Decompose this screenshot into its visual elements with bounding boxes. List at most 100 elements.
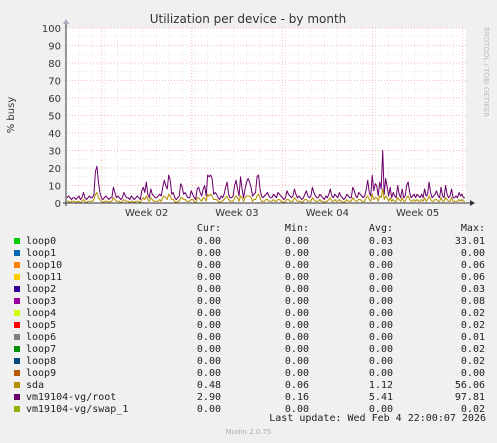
legend-row: loop3 0.00 0.00 0.00 0.08 <box>0 295 497 308</box>
legend-name: loop7 <box>26 344 57 355</box>
legend-avg: 0.00 <box>368 368 393 379</box>
legend-row: vm19104-vg/root 2.90 0.16 5.41 97.81 <box>0 391 497 404</box>
legend-cur: 0.00 <box>196 248 221 259</box>
legend-min: 0.00 <box>284 368 309 379</box>
legend-name: loop10 <box>26 260 63 271</box>
legend-min: 0.00 <box>284 284 309 295</box>
legend-swatch <box>14 238 20 244</box>
legend-cur: 0.00 <box>196 332 221 343</box>
legend-max: 0.02 <box>460 404 485 415</box>
legend-name: loop0 <box>26 236 57 247</box>
legend-row: loop5 0.00 0.00 0.00 0.02 <box>0 319 497 332</box>
y-tick-label: 100 <box>42 24 61 35</box>
legend-cur: 0.48 <box>196 380 221 391</box>
legend-row: loop9 0.00 0.00 0.00 0.00 <box>0 367 497 380</box>
legend-min: 0.00 <box>284 248 309 259</box>
legend-avg: 0.00 <box>368 284 393 295</box>
legend-name: loop2 <box>26 284 57 295</box>
legend-cur: 0.00 <box>196 260 221 271</box>
legend-min: 0.00 <box>284 308 309 319</box>
legend-min: 0.06 <box>284 380 309 391</box>
legend-min: 0.16 <box>284 392 309 403</box>
last-update: Last update: Wed Feb 4 22:00:07 2026 <box>269 413 486 424</box>
legend-swatch <box>14 358 20 364</box>
legend-max: 0.02 <box>460 308 485 319</box>
y-tick-label: 30 <box>48 147 61 158</box>
legend-swatch <box>14 286 20 292</box>
legend-name: vm19104-vg/swap_1 <box>26 404 129 415</box>
x-tick-label: Week 03 <box>215 208 258 219</box>
col-max-header: Max: <box>460 223 485 234</box>
legend-row: loop2 0.00 0.00 0.00 0.03 <box>0 283 497 296</box>
legend-avg: 0.00 <box>368 332 393 343</box>
legend-max: 0.01 <box>460 332 485 343</box>
legend-max: 0.00 <box>460 248 485 259</box>
legend-row: loop8 0.00 0.00 0.00 0.02 <box>0 355 497 368</box>
legend-cur: 0.00 <box>196 284 221 295</box>
legend-row: loop4 0.00 0.00 0.00 0.02 <box>0 307 497 320</box>
legend-swatch <box>14 382 20 388</box>
legend-max: 97.81 <box>454 392 485 403</box>
legend-max: 33.01 <box>454 236 485 247</box>
legend-avg: 0.00 <box>368 308 393 319</box>
munin-version: Munin 2.0.75 <box>225 428 272 436</box>
legend-row: loop11 0.00 0.00 0.00 0.06 <box>0 271 497 284</box>
y-tick-label: 40 <box>48 129 61 140</box>
legend-swatch <box>14 310 20 316</box>
x-axis-arrow <box>470 200 475 206</box>
legend-swatch <box>14 334 20 340</box>
y-tick-label: 20 <box>48 164 61 175</box>
legend-cur: 0.00 <box>196 308 221 319</box>
legend-min: 0.00 <box>284 356 309 367</box>
legend-row: loop1 0.00 0.00 0.00 0.00 <box>0 247 497 260</box>
series-line-sda <box>67 188 465 204</box>
legend-min: 0.00 <box>284 296 309 307</box>
legend-max: 0.06 <box>460 260 485 271</box>
chart-title: Utilization per device - by month <box>150 12 347 26</box>
legend-min: 0.00 <box>284 272 309 283</box>
legend-swatch <box>14 298 20 304</box>
legend-cur: 0.00 <box>196 296 221 307</box>
col-min-header: Min: <box>284 223 309 234</box>
legend-cur: 0.00 <box>196 320 221 331</box>
legend-avg: 0.00 <box>368 320 393 331</box>
legend-avg: 0.00 <box>368 344 393 355</box>
legend-name: loop11 <box>26 272 63 283</box>
y-tick-label: 0 <box>55 199 61 210</box>
x-tick-label: Week 04 <box>306 208 349 219</box>
series-line-vm19104-vg-root <box>66 150 465 200</box>
x-tick-label: Week 05 <box>396 208 439 219</box>
legend-min: 0.00 <box>284 320 309 331</box>
legend-row: loop0 0.00 0.00 0.03 33.01 <box>0 235 497 248</box>
legend-avg: 0.00 <box>368 272 393 283</box>
legend-max: 0.02 <box>460 356 485 367</box>
legend-max: 0.00 <box>460 368 485 379</box>
legend-cur: 0.00 <box>196 356 221 367</box>
legend-min: 0.00 <box>284 236 309 247</box>
y-tick-label: 10 <box>48 182 61 193</box>
y-axis-arrow <box>63 19 69 24</box>
legend-name: loop4 <box>26 308 57 319</box>
legend-row: loop10 0.00 0.00 0.00 0.06 <box>0 259 497 272</box>
y-tick-label: 80 <box>48 59 61 70</box>
legend-cur: 0.00 <box>196 272 221 283</box>
legend-avg: 0.00 <box>368 260 393 271</box>
legend-cur: 0.00 <box>196 344 221 355</box>
legend-row: sda 0.48 0.06 1.12 56.06 <box>0 379 497 392</box>
legend-max: 0.06 <box>460 272 485 283</box>
legend-name: loop3 <box>26 296 57 307</box>
col-avg-header: Avg: <box>368 223 393 234</box>
legend-name: loop9 <box>26 368 57 379</box>
legend-cur: 0.00 <box>196 368 221 379</box>
legend-avg: 5.41 <box>368 392 393 403</box>
legend-max: 0.03 <box>460 284 485 295</box>
legend-cur: 0.00 <box>196 236 221 247</box>
legend-max: 0.02 <box>460 320 485 331</box>
legend-max: 56.06 <box>454 380 485 391</box>
legend-swatch <box>14 262 20 268</box>
legend-swatch <box>14 370 20 376</box>
y-tick-label: 70 <box>48 77 61 88</box>
legend-row: vm19104-vg/swap_1 0.00 0.00 0.00 0.02 <box>0 403 497 416</box>
legend-header: Cur: Min: Avg: Max: <box>0 222 497 235</box>
series-layer <box>66 150 465 204</box>
